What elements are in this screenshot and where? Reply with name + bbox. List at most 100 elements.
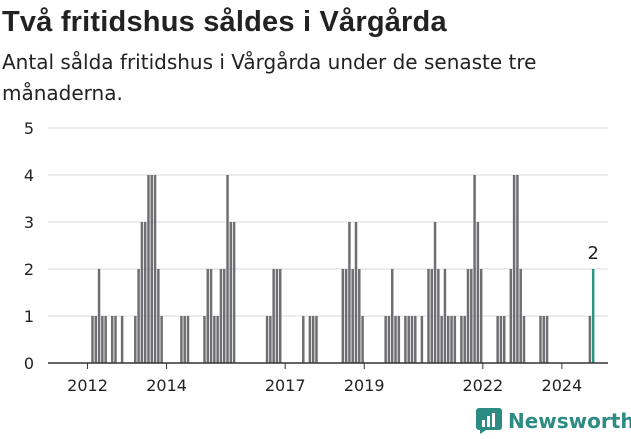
bar — [384, 316, 387, 363]
annotation-label: 2 — [587, 243, 598, 264]
bar — [272, 269, 275, 363]
bar — [588, 316, 592, 363]
bar — [427, 269, 430, 363]
bar — [341, 269, 345, 363]
bar — [390, 269, 394, 363]
bar — [450, 316, 453, 363]
x-tick-label: 2019 — [344, 376, 385, 395]
bar — [440, 316, 443, 363]
bar — [160, 316, 163, 363]
bar — [394, 316, 397, 363]
y-tick-label: 2 — [24, 260, 34, 279]
bar — [120, 316, 124, 363]
bar — [137, 269, 140, 363]
bar — [180, 316, 183, 363]
bar — [387, 316, 391, 363]
chart-title: Två fritidshus såldes i Vårgårda — [2, 6, 447, 38]
axis-layer: 0 1 2 3 4 5 2 2012 2014 2017 2019 2022 2024 — [24, 119, 608, 395]
brand-name: Newsworthy — [508, 409, 631, 433]
bar — [420, 316, 424, 363]
bar — [397, 316, 401, 363]
bar — [460, 316, 463, 363]
bar — [308, 316, 312, 363]
x-tick-label: 2022 — [462, 376, 503, 395]
bar-chart-logo-icon — [476, 408, 502, 434]
bar — [351, 269, 354, 363]
bar — [522, 316, 526, 363]
y-tick-label: 5 — [24, 119, 34, 138]
bar — [361, 316, 364, 363]
bar — [519, 269, 522, 363]
bar — [499, 316, 503, 363]
chart-subtitle: Antal sålda fritidshus i Vårgårda under … — [2, 50, 537, 105]
newsworthy-logo: Newsworthy — [476, 408, 631, 434]
bar — [502, 316, 506, 363]
bar — [358, 269, 361, 363]
bar — [226, 175, 229, 363]
bar — [110, 316, 114, 363]
y-tick-label: 4 — [24, 166, 34, 185]
bar — [153, 175, 157, 363]
bar — [348, 222, 351, 363]
bar — [229, 222, 233, 363]
bar — [203, 316, 206, 363]
bar — [150, 175, 154, 363]
bar — [104, 316, 107, 363]
bar — [97, 269, 101, 363]
bar — [315, 316, 318, 363]
bar — [186, 316, 190, 363]
y-tick-label: 0 — [24, 354, 34, 373]
bar — [542, 316, 546, 363]
bar — [232, 222, 236, 363]
bar — [134, 316, 137, 363]
x-tick-label: 2017 — [265, 376, 306, 395]
bar — [265, 316, 269, 363]
bar — [354, 222, 358, 363]
bar — [278, 269, 282, 363]
bar — [143, 222, 147, 363]
x-tick-label: 2012 — [67, 376, 108, 395]
bar — [512, 175, 516, 363]
bar — [94, 316, 98, 363]
bar — [479, 269, 483, 363]
bar — [496, 316, 499, 363]
bar — [140, 222, 144, 363]
bar — [453, 316, 457, 363]
bar — [463, 316, 466, 363]
bar — [209, 269, 213, 363]
grid-layer — [48, 127, 608, 317]
bar — [539, 316, 542, 363]
bar — [114, 316, 117, 363]
bar — [222, 269, 226, 363]
y-tick-label: 3 — [24, 213, 34, 232]
bar-highlight — [591, 269, 595, 363]
bar — [470, 269, 473, 363]
bar — [101, 316, 104, 363]
bar — [206, 269, 210, 363]
bar — [407, 316, 410, 363]
bar — [443, 269, 447, 363]
x-tick-label: 2024 — [542, 376, 583, 395]
bar — [516, 175, 519, 363]
bar — [430, 269, 434, 363]
bar — [219, 269, 223, 363]
x-tick-label: 2014 — [146, 376, 187, 395]
bar — [473, 175, 476, 363]
bar — [311, 316, 315, 363]
bar — [437, 269, 440, 363]
bar — [446, 316, 450, 363]
bar — [157, 269, 160, 363]
bar — [433, 222, 437, 363]
bar — [466, 269, 470, 363]
bar — [509, 269, 513, 363]
bar — [302, 316, 305, 363]
bar — [213, 316, 216, 363]
bar — [410, 316, 414, 363]
bar — [147, 175, 150, 363]
bar-layer — [91, 175, 595, 363]
bar — [275, 269, 279, 363]
bar — [269, 316, 272, 363]
bar — [476, 222, 480, 363]
bar — [404, 316, 407, 363]
